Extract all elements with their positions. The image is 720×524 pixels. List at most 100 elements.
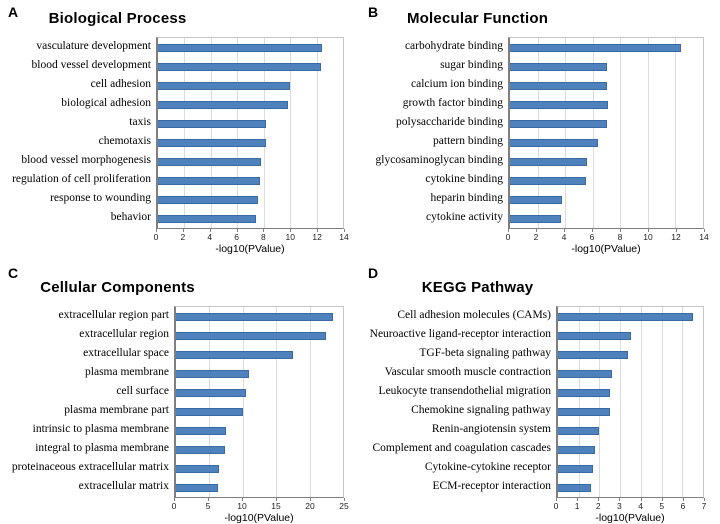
gridline [578, 307, 580, 497]
tick-mark [317, 229, 319, 232]
category-label: carbohydrate binding [404, 40, 503, 52]
chart-body: vasculature development blood vessel deve… [6, 37, 344, 229]
bar [158, 100, 288, 109]
gridline [316, 38, 318, 228]
tick-label: 2 [180, 232, 186, 242]
bar-row [510, 38, 703, 57]
bar [558, 369, 612, 378]
tick-mark [661, 498, 663, 501]
x-axis: 0 1 2 3 4 5 6 7 [554, 498, 706, 511]
x-axis-row: 0 2 4 6 8 10 12 14 [366, 229, 709, 242]
category-label: polysaccharide binding [396, 116, 503, 128]
bar-row [176, 440, 343, 459]
bar [158, 176, 260, 185]
bar-row [176, 383, 343, 402]
tick-label: 2 [533, 232, 539, 242]
bar-row [558, 326, 703, 345]
category-label: heparin binding [430, 192, 504, 204]
category-label: pattern binding [433, 135, 503, 147]
tick-label: 6 [589, 232, 595, 242]
tick-label: 4 [638, 501, 643, 511]
category-label: chemotaxis [98, 135, 151, 147]
gridline [592, 38, 594, 228]
category-label: regulation of cell proliferation [12, 173, 151, 185]
bar [558, 331, 631, 340]
bar-row [158, 114, 343, 133]
category-label: extracellular matrix [78, 480, 169, 492]
bar-row [510, 95, 703, 114]
bar-row [510, 114, 703, 133]
chart-panel-cellular-components: C Cellular Components extracellular regi… [0, 261, 360, 524]
gridline [237, 38, 239, 228]
category-label: Complement and coagulation cascades [372, 442, 551, 454]
bar [176, 312, 333, 321]
category-label: behavior [110, 211, 151, 223]
tick-mark [344, 229, 345, 232]
bar [510, 43, 681, 52]
tick-mark [508, 229, 509, 232]
category-label: integral to plasma membrane [35, 442, 169, 454]
bar-row [176, 478, 343, 497]
x-axis-label: -log10(PValue) [215, 243, 285, 255]
chart-body: carbohydrate binding sugar binding calcium… [366, 37, 704, 229]
category-label: Vascular smooth muscle contraction [384, 366, 551, 378]
gridline [276, 307, 278, 497]
bar-row [558, 345, 703, 364]
bar-row [158, 57, 343, 76]
category-label: Renin-angiotensin system [431, 423, 551, 435]
bar [558, 483, 592, 492]
bar [510, 138, 599, 147]
tick-mark [676, 229, 677, 232]
bar-row [158, 133, 343, 152]
x-axis: 0 2 4 6 8 10 12 14 [154, 229, 349, 242]
tick-mark [598, 498, 600, 501]
tick-mark [276, 498, 277, 501]
tick-mark [174, 498, 175, 501]
gridline [620, 307, 622, 497]
bar-row [158, 190, 343, 209]
category-label: growth factor binding [402, 97, 503, 109]
tick-mark [208, 498, 209, 501]
tick-mark [290, 229, 292, 232]
tick-label: 25 [339, 501, 349, 511]
gridline [682, 307, 684, 497]
tick-label: 10 [237, 501, 247, 511]
category-label: plasma membrane [85, 366, 169, 378]
gridline [675, 38, 677, 228]
x-axis: 0 2 4 6 8 10 12 14 [506, 229, 709, 242]
x-axis: 0 5 10 15 20 25 [172, 498, 349, 511]
bar [176, 464, 220, 473]
category-label: Neuroactive ligand-receptor interaction [369, 328, 551, 340]
bar [158, 43, 322, 52]
tick-mark [592, 229, 593, 232]
bar [510, 62, 607, 71]
category-label: proteinaceous extracellular matrix [11, 461, 169, 473]
category-label: Cell adhesion molecules (CAMs) [397, 309, 551, 321]
axis-spacer [6, 243, 156, 255]
bar [558, 350, 629, 359]
tick-mark [648, 229, 649, 232]
category-label: intrinsic to plasma membrane [32, 423, 169, 435]
chart-title: Cellular Components [40, 279, 195, 296]
bar [510, 195, 563, 204]
x-axis-label: -log10(PValue) [571, 243, 641, 255]
category-label: extracellular region [79, 328, 169, 340]
tick-label: 4 [561, 232, 567, 242]
tick-mark [263, 229, 265, 232]
chart-panel-biological-process: A Biological Process vasculature develop… [0, 0, 360, 261]
tick-mark [156, 229, 157, 232]
category-label: blood vessel morphogenesis [21, 154, 151, 166]
panel-letter: A [8, 4, 19, 20]
bar [158, 214, 256, 223]
tick-label: 6 [680, 501, 686, 511]
category-label: calcium ion binding [411, 78, 503, 90]
bar-row [158, 95, 343, 114]
axis-spacer [366, 512, 556, 524]
category-label: vasculature development [36, 40, 151, 52]
tick-label: 12 [671, 232, 681, 242]
category-label: glycosaminoglycan binding [375, 154, 503, 166]
chart-title: Biological Process [48, 10, 187, 27]
tick-label: 5 [205, 501, 211, 511]
gridline [640, 307, 642, 497]
gridline [537, 38, 539, 228]
